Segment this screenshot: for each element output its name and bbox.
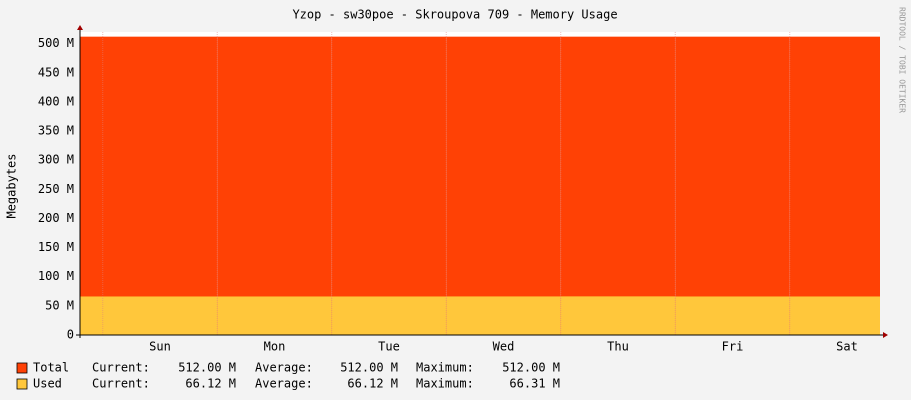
y-tick-label: 150 M bbox=[38, 240, 74, 254]
y-axis-arrow bbox=[77, 25, 83, 30]
x-axis-arrow bbox=[883, 332, 888, 338]
side-text: RRDTOOL / TOBI OETIKER bbox=[898, 7, 907, 113]
legend-stat-label: Current: bbox=[92, 361, 150, 375]
area-segment bbox=[446, 296, 561, 335]
y-tick-label: 400 M bbox=[38, 94, 74, 108]
area-segment bbox=[217, 296, 332, 335]
area-segment bbox=[789, 296, 880, 335]
x-tick-label: Tue bbox=[378, 340, 400, 354]
area-segment bbox=[80, 296, 218, 335]
area-segment bbox=[80, 36, 218, 336]
x-tick-label: Wed bbox=[493, 340, 515, 354]
y-tick-label: 350 M bbox=[38, 124, 74, 138]
legend-swatch bbox=[16, 362, 28, 374]
legend-swatch bbox=[16, 378, 28, 390]
legend-stat-value: 512.00 M bbox=[178, 361, 236, 375]
area-segment bbox=[446, 36, 561, 336]
area-segment bbox=[560, 36, 676, 336]
x-tick-label: Fri bbox=[722, 340, 744, 354]
x-tick-label: Mon bbox=[264, 340, 286, 354]
y-tick-label: 0 bbox=[67, 328, 74, 342]
y-tick-label: 250 M bbox=[38, 182, 74, 196]
y-axis-label: Megabytes bbox=[5, 153, 19, 218]
area-segment bbox=[217, 36, 332, 336]
area-segment bbox=[331, 36, 447, 336]
area-segment bbox=[331, 296, 447, 335]
y-tick-label: 100 M bbox=[38, 269, 74, 283]
y-tick-label: 200 M bbox=[38, 211, 74, 225]
x-tick-label: Sun bbox=[149, 340, 171, 354]
area-segment bbox=[675, 296, 790, 335]
legend-stat-label: Current: bbox=[92, 377, 150, 391]
legend-stat-value: 66.12 M bbox=[185, 377, 236, 391]
x-tick-label: Thu bbox=[607, 340, 629, 354]
area-segment bbox=[789, 36, 880, 336]
x-tick-label: Sat bbox=[836, 340, 858, 354]
legend-label: Total bbox=[33, 361, 69, 375]
y-tick-label: 450 M bbox=[38, 65, 74, 79]
legend-stat-value: 512.00 M bbox=[340, 361, 398, 375]
y-tick-label: 300 M bbox=[38, 153, 74, 167]
legend-stat-value: 66.12 M bbox=[347, 377, 398, 391]
area-segment bbox=[675, 36, 790, 336]
legend-stat-label: Average: bbox=[255, 361, 313, 375]
legend-stat-label: Average: bbox=[255, 377, 313, 391]
legend-label: Used bbox=[33, 377, 62, 391]
y-tick-label: 500 M bbox=[38, 36, 74, 50]
area-segment bbox=[560, 296, 676, 335]
y-tick-label: 50 M bbox=[45, 298, 74, 312]
legend-stat-label: Maximum: bbox=[416, 377, 474, 391]
legend-stat-value: 66.31 M bbox=[509, 377, 560, 391]
chart-title: Yzop - sw30poe - Skroupova 709 - Memory … bbox=[292, 8, 617, 22]
legend-stat-label: Maximum: bbox=[416, 361, 474, 375]
legend-stat-value: 512.00 M bbox=[502, 361, 560, 375]
